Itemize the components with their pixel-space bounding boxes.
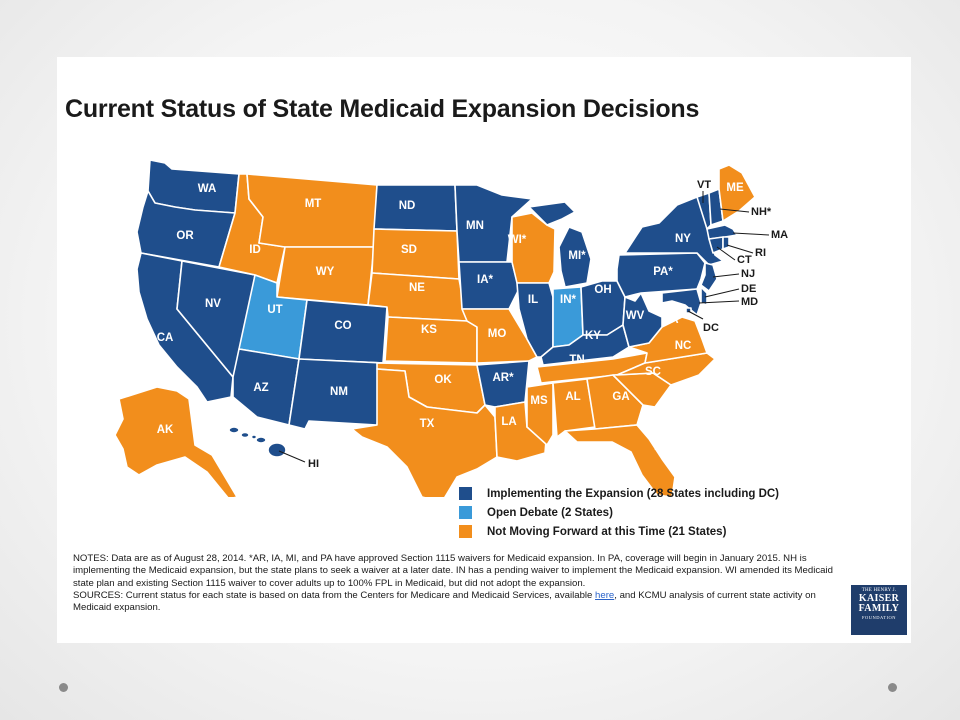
state-label-SC: SC	[645, 366, 661, 378]
state-label-MN: MN	[466, 220, 484, 232]
state-DE[interactable]	[700, 286, 708, 306]
state-label-AZ: AZ	[253, 382, 268, 394]
state-label-NM: NM	[330, 386, 348, 398]
state-MD[interactable]	[661, 288, 702, 316]
state-label-MA: MA	[771, 229, 788, 241]
state-label-CA: CA	[157, 332, 174, 344]
legend-item-not-moving: Not Moving Forward at this Time (21 Stat…	[459, 522, 779, 541]
state-label-AL: AL	[565, 391, 580, 403]
state-KY[interactable]	[540, 324, 630, 366]
sources-here-link[interactable]: here	[595, 589, 615, 601]
state-label-NJ: NJ	[741, 268, 755, 280]
state-label-UT: UT	[267, 304, 282, 316]
state-label-ID: ID	[249, 244, 261, 256]
state-LA[interactable]	[494, 401, 548, 462]
state-label-ND: ND	[399, 200, 416, 212]
state-label-NY: NY	[675, 233, 691, 245]
map-title: Current Status of State Medicaid Expansi…	[65, 95, 700, 123]
legend: Implementing the Expansion (28 States in…	[459, 484, 779, 541]
state-label-AK: AK	[157, 424, 174, 436]
state-label-TN: TN	[569, 354, 584, 366]
legend-label-implementing: Implementing the Expansion (28 States in…	[487, 487, 780, 500]
state-label-OR: OR	[176, 230, 194, 242]
state-label-WI: WI*	[508, 234, 527, 246]
sources-text: SOURCES: Current status for each state i…	[73, 590, 838, 615]
state-label-NC: NC	[675, 340, 692, 352]
state-label-NV: NV	[205, 298, 221, 310]
state-label-NH: NH*	[751, 206, 772, 218]
state-label-OH: OH	[594, 284, 611, 296]
slide-decoration-dot-right	[888, 683, 897, 692]
state-WI[interactable]	[511, 212, 556, 284]
state-RI[interactable]	[722, 236, 730, 250]
state-MS[interactable]	[526, 382, 554, 446]
state-label-DC: DC	[703, 322, 719, 334]
state-MT[interactable]	[246, 173, 378, 248]
notes-block: NOTES: Data are as of August 28, 2014. *…	[73, 553, 838, 614]
state-label-MD: MD	[741, 296, 758, 308]
state-label-RI: RI	[755, 247, 766, 259]
state-AR[interactable]	[476, 360, 530, 408]
state-label-WY: WY	[316, 266, 335, 278]
state-ME[interactable]	[718, 164, 756, 222]
legend-item-open-debate: Open Debate (2 States)	[459, 503, 779, 522]
state-label-ME: ME	[726, 182, 744, 194]
legend-item-implementing: Implementing the Expansion (28 States in…	[459, 484, 779, 503]
state-TX[interactable]	[351, 368, 498, 497]
state-NJ[interactable]	[700, 262, 718, 292]
slide-decoration-dot-left	[59, 683, 68, 692]
state-ND[interactable]	[373, 184, 458, 232]
leader-lines	[278, 191, 770, 463]
sources-text-after: , and KCMU analysis of current state act…	[73, 589, 816, 614]
legend-label-open-debate: Open Debate (2 States)	[487, 506, 613, 519]
legend-swatch-open-debate	[459, 506, 472, 519]
state-label-MO: MO	[488, 328, 507, 340]
state-label-CT: CT	[737, 254, 752, 266]
state-label-IL: IL	[528, 294, 538, 306]
state-AK[interactable]	[114, 386, 238, 497]
sources-text-before: SOURCES: Current status for each state i…	[73, 589, 596, 601]
state-HI[interactable]	[228, 426, 287, 458]
legend-swatch-not-moving	[459, 525, 472, 538]
state-label-GA: GA	[612, 391, 629, 403]
state-label-MT: MT	[305, 198, 322, 210]
state-FL[interactable]	[564, 424, 676, 497]
state-MI[interactable]	[528, 201, 592, 288]
state-label-PA: PA*	[653, 266, 673, 278]
state-label-HI: HI	[308, 458, 319, 470]
state-label-AR: AR*	[492, 372, 514, 384]
state-label-KY: KY	[585, 330, 601, 342]
kaiser-family-foundation-logo: THE HENRY J. KAISER FAMILY FOUNDATION	[851, 585, 907, 635]
state-label-CO: CO	[334, 320, 351, 332]
state-label-DE: DE	[741, 283, 756, 295]
legend-swatch-implementing	[459, 487, 472, 500]
state-label-TX: TX	[420, 418, 435, 430]
state-label-NE: NE	[409, 282, 425, 294]
state-label-MS: MS	[530, 395, 548, 407]
state-label-FL: FL	[654, 441, 668, 453]
state-label-WV: WV	[626, 310, 645, 322]
state-label-VA: VA	[663, 314, 678, 326]
state-IA[interactable]	[458, 261, 520, 310]
state-label-OK: OK	[434, 374, 452, 386]
state-label-MI: MI*	[568, 250, 586, 262]
us-map: WA OR CA NV ID MT WY UT CO AZ NM ND SD NE KS OK TX MN IA* M…	[114, 159, 788, 497]
state-label-KS: KS	[421, 324, 437, 336]
state-label-WA: WA	[198, 183, 217, 195]
state-AL[interactable]	[552, 378, 596, 438]
state-label-SD: SD	[401, 244, 417, 256]
state-label-LA: LA	[501, 416, 516, 428]
state-label-IA: IA*	[477, 274, 494, 286]
state-label-IN: IN*	[560, 294, 577, 306]
state-PA[interactable]	[616, 252, 706, 298]
slide-image: Current Status of State Medicaid Expansi…	[57, 57, 911, 643]
state-label-VT: VT	[697, 179, 711, 191]
state-GA[interactable]	[586, 374, 644, 430]
state-WV[interactable]	[622, 292, 663, 348]
notes-text: NOTES: Data are as of August 28, 2014. *…	[73, 553, 833, 589]
legend-label-not-moving: Not Moving Forward at this Time (21 Stat…	[487, 525, 727, 538]
